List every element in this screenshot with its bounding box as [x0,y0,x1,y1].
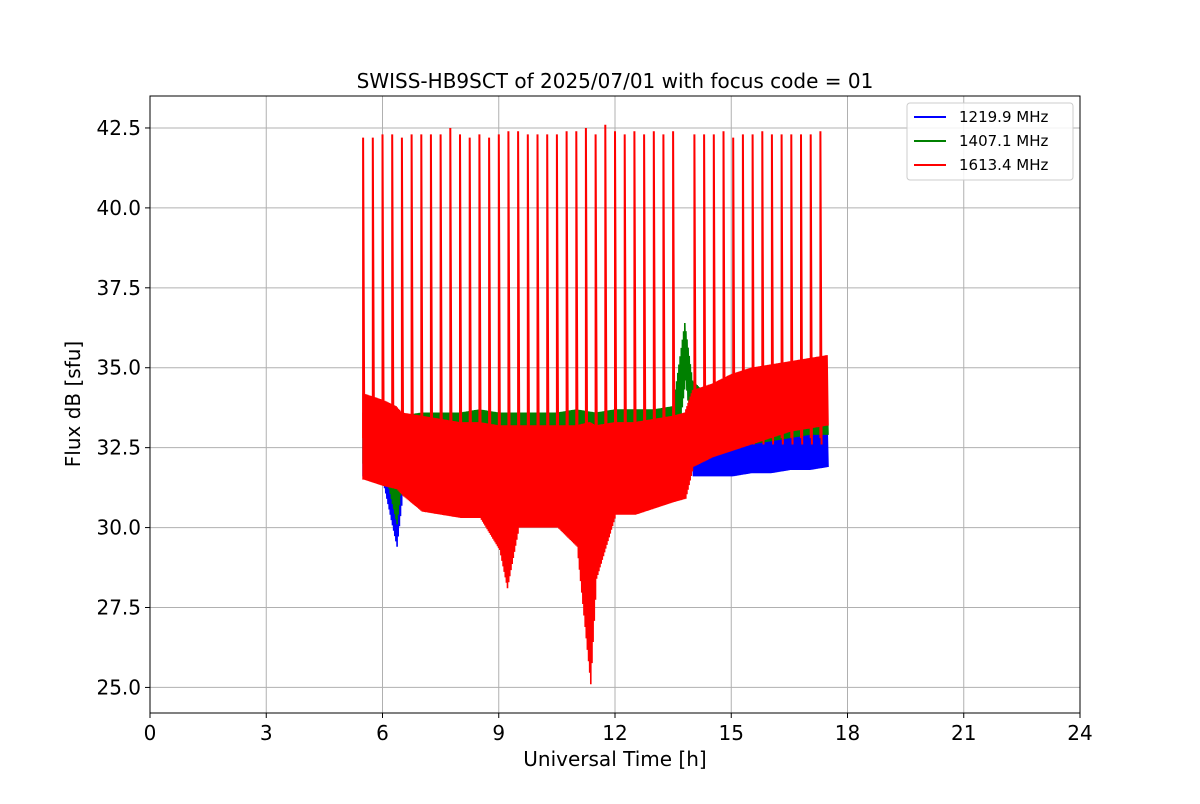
legend-label: 1613.4 MHz [959,156,1048,174]
series-spike [507,131,511,445]
series-spike [790,134,794,445]
series-layer [362,124,829,685]
x-tick-label: 18 [835,721,860,745]
y-tick-label: 25.0 [96,675,141,699]
y-tick-label: 27.5 [96,596,141,620]
series-spike [672,131,676,445]
series-spike [770,134,775,445]
series-spike [722,131,726,445]
x-tick-label: 15 [719,721,744,745]
series-spike [459,134,463,445]
legend-box [906,102,1074,181]
legend: 1219.9 MHz 1407.1 MHz 1613.4 MHz [906,102,1074,181]
series-spike [751,134,755,445]
chart-title: SWISS-HB9SCT of 2025/07/01 with focus co… [357,69,874,93]
series-spike [800,134,804,445]
series-spike [604,124,608,445]
series-spike [381,134,385,445]
y-tick-label: 30.0 [96,516,141,540]
ticks: 0 3 6 9 12 15 18 21 24 25.0 27.5 30.0 32.5 35.0 37.5 40… [96,116,1092,745]
series-spike [761,131,765,445]
y-tick-label: 35.0 [96,356,141,380]
series-spike [555,134,560,445]
x-tick-label: 21 [951,721,976,745]
series-spike [468,137,472,445]
series-spike [633,131,637,445]
series-spike [439,134,443,445]
x-axis-label: Universal Time [h] [523,747,706,771]
series-spike [449,127,453,445]
series-spike [488,137,492,445]
series-spike [780,134,784,445]
series-spike [703,134,707,445]
series-spike [712,134,716,445]
series-spike [643,134,647,445]
legend-label: 1407.1 MHz [959,132,1048,150]
series-spike [391,134,395,445]
series-spike [420,134,424,445]
series-spike [546,134,550,445]
series-spike [565,131,569,445]
y-tick-label: 42.5 [96,116,141,140]
series-spike [478,134,482,445]
x-tick-label: 24 [1067,721,1092,745]
series-spike [819,131,823,445]
series-line [362,355,829,685]
series-spike [410,134,414,445]
series-spike [429,134,434,445]
series-spike [517,131,521,445]
x-tick-label: 0 [144,721,157,745]
series-spike [497,134,501,445]
series-spike [526,134,530,445]
series-spike [584,127,589,445]
y-axis-label: Flux dB [sfu] [61,341,85,467]
series-spike [371,137,375,445]
series-spike [732,137,736,445]
series-spike [809,134,813,445]
series-spike [400,137,405,445]
series-spike [594,134,598,445]
series-1613-4-mhz [362,124,829,685]
series-spike [614,131,618,445]
series-spike [693,134,697,445]
legend-label: 1219.9 MHz [959,108,1048,126]
y-tick-label: 40.0 [96,196,141,220]
series-spike [652,131,656,445]
series-spike [662,134,666,445]
x-tick-label: 9 [492,721,505,745]
series-spike [741,134,746,445]
series-spike [362,137,366,445]
y-tick-label: 32.5 [96,436,141,460]
series-spike [536,134,540,445]
series-spike [623,134,627,445]
series-spike [575,131,579,445]
x-tick-label: 12 [602,721,627,745]
x-tick-label: 6 [376,721,389,745]
y-tick-label: 37.5 [96,276,141,300]
x-tick-label: 3 [260,721,273,745]
